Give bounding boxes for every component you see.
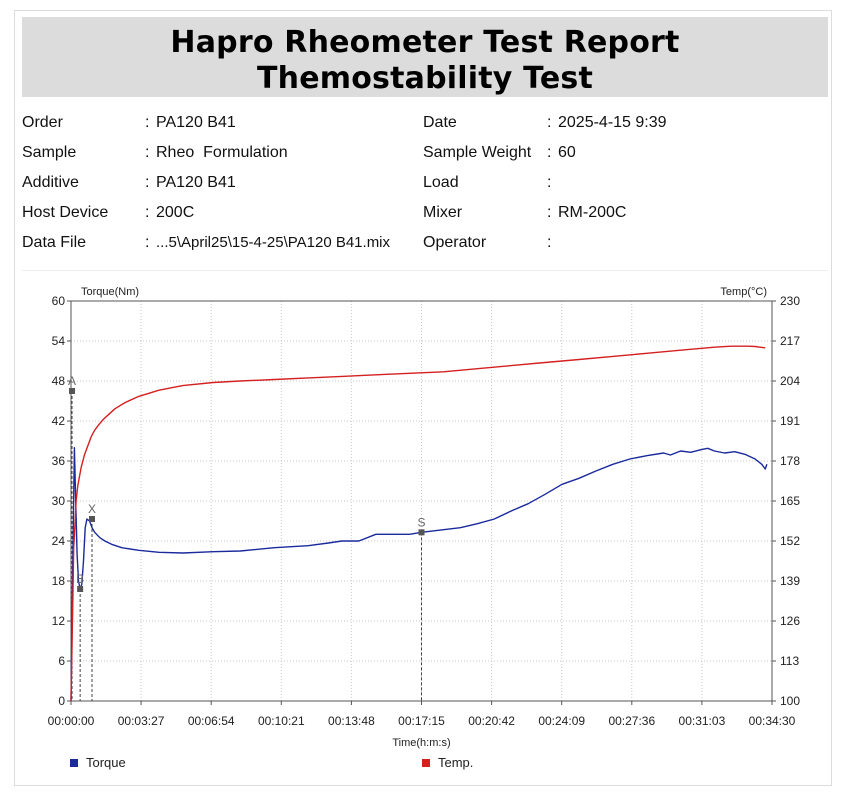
report-subtitle: Themostability Test [257, 61, 593, 96]
y-right-axis-title: Temp(°C) [720, 286, 767, 298]
info-colon: : [547, 174, 552, 191]
info-value: PA120 B41 [156, 114, 236, 131]
info-label: Host Device [22, 204, 109, 221]
marker-label-b: B [76, 572, 84, 586]
info-colon: : [547, 234, 552, 251]
y-right-tick-label: 113 [780, 654, 799, 668]
legend-swatch-torque [70, 758, 78, 767]
info-colon: : [547, 204, 552, 221]
info-colon: : [547, 144, 552, 161]
x-tick-label: 00:24:09 [538, 714, 585, 728]
info-colon: : [145, 174, 150, 191]
info-value: Rheo Formulation [156, 144, 288, 161]
legend-label-temp: Temp. [438, 755, 474, 770]
y-left-tick-label: 42 [52, 414, 66, 428]
info-value: 200C [156, 204, 195, 221]
y-right-tick-label: 217 [780, 334, 800, 348]
marker-label-x: X [88, 502, 96, 516]
temp-series-line [70, 345, 766, 702]
y-left-axis-title: Torque(Nm) [81, 286, 139, 298]
x-tick-label: 00:31:03 [679, 714, 726, 728]
x-tick-label: 00:13:48 [328, 714, 375, 728]
info-label: Mixer [423, 204, 463, 221]
y-left-tick-label: 18 [52, 574, 66, 588]
marker-point-a [69, 388, 76, 394]
x-axis-title: Time(h:m:s) [392, 737, 450, 749]
y-right-tick-label: 204 [780, 374, 800, 388]
y-left-tick-label: 48 [52, 374, 66, 388]
y-right-tick-label: 165 [780, 494, 800, 508]
y-left-tick-label: 60 [52, 294, 66, 308]
x-tick-label: 00:27:36 [608, 714, 655, 728]
marker-label-s: S [417, 515, 425, 529]
y-right-tick-label: 191 [780, 414, 800, 428]
report-frame [14, 10, 832, 786]
legend-swatch-temp [422, 758, 430, 767]
y-right-tick-label: 139 [780, 574, 800, 588]
y-right-tick-label: 100 [780, 694, 800, 708]
info-colon: : [547, 114, 552, 131]
x-tick-label: 00:10:21 [258, 714, 305, 728]
report-info-grid: Order : PA120 B41 Sample : Rheo Formulat… [22, 110, 828, 260]
y-left-tick-label: 6 [58, 654, 65, 668]
info-label: Data File [22, 234, 87, 251]
marker-point-s [418, 529, 425, 536]
info-separator [22, 270, 828, 271]
legend-item-temp: Temp. [422, 755, 473, 770]
marker-point-x [88, 516, 95, 522]
legend-item-torque: Torque [70, 755, 126, 770]
info-value: RM-200C [558, 204, 627, 221]
x-tick-label: 00:17:15 [398, 714, 445, 728]
y-left-tick-label: 36 [52, 454, 66, 468]
info-value: 60 [558, 144, 576, 161]
y-left-tick-label: 24 [52, 534, 66, 548]
info-value: 2025-4-15 9:39 [558, 114, 667, 131]
y-right-tick-label: 178 [780, 454, 800, 468]
info-value: PA120 B41 [156, 174, 236, 191]
y-left-tick-label: 54 [52, 334, 66, 348]
info-label: Operator [423, 234, 487, 251]
info-label: Date [423, 114, 457, 131]
legend-label-torque: Torque [86, 755, 126, 770]
x-tick-label: 00:34:30 [749, 714, 796, 728]
y-left-tick-label: 30 [52, 494, 66, 508]
info-colon: : [145, 234, 150, 251]
info-colon: : [145, 144, 150, 161]
y-left-tick-label: 12 [52, 614, 66, 628]
report-title: Hapro Rheometer Test Report [170, 25, 680, 60]
info-label: Additive [22, 174, 79, 191]
torque-series-line [70, 447, 768, 702]
x-tick-label: 00:06:54 [188, 714, 235, 728]
y-right-tick-label: 230 [780, 294, 800, 308]
info-label: Order [22, 114, 63, 131]
info-label: Sample Weight [423, 144, 532, 161]
y-right-tick-label: 126 [780, 614, 800, 628]
marker-point-b [77, 586, 84, 592]
x-tick-label: 00:03:27 [118, 714, 165, 728]
info-colon: : [145, 204, 150, 221]
report-title-band: Hapro Rheometer Test Report Themostabili… [22, 17, 828, 97]
info-label: Sample [22, 144, 77, 161]
info-value: ...5\April25\15-4-25\PA120 B41.mix [156, 234, 391, 251]
x-tick-label: 00:20:42 [468, 714, 515, 728]
y-right-tick-label: 152 [780, 534, 800, 548]
marker-label-a: A [68, 374, 76, 388]
x-tick-label: 00:00:00 [48, 714, 95, 728]
info-colon: : [145, 114, 150, 131]
info-label: Load [423, 174, 459, 191]
y-left-tick-label: 0 [58, 694, 65, 708]
